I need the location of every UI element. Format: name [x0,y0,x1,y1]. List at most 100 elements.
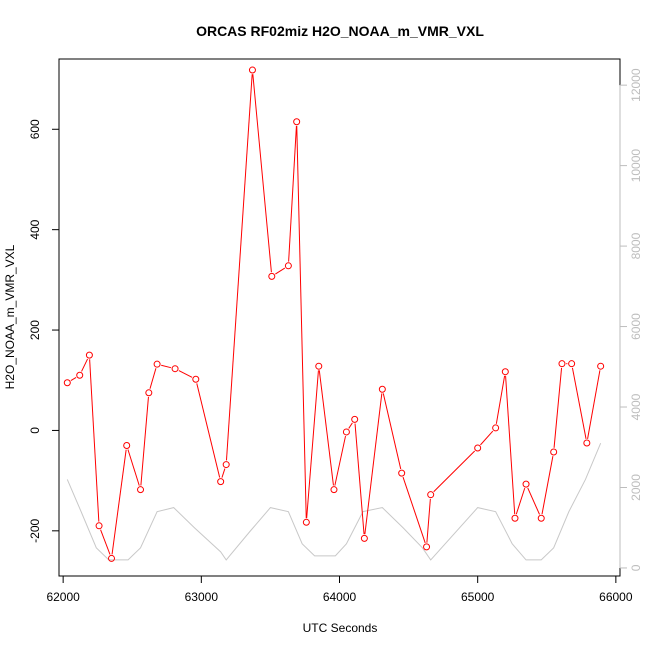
series-segment-left [587,370,601,439]
y-axis-right: 0 2000 4000 6000 8000 10000 12000 [619,68,643,571]
y2-tick-label: 4000 [629,393,643,420]
series-segment-left [382,393,402,470]
data-point [398,469,406,477]
x-tick-label: 64000 [323,590,357,604]
y2-tick-label: 10000 [629,149,643,183]
x-axis: 62000 63000 64000 65000 66000 [46,575,633,604]
series-segment-left [571,367,587,439]
y2-tick-label: 2000 [629,474,643,501]
data-point [123,441,131,449]
series-segment-left [149,368,157,389]
series-segment-left [140,396,149,486]
series-segment-left [553,367,563,448]
series-segment-left [221,468,226,478]
x-tick-label: 63000 [185,590,219,604]
y2-tick-label: 12000 [629,68,643,102]
series-segment-left [334,435,347,486]
data-point [95,522,103,530]
series-segment-left [70,376,77,382]
data-point [76,371,84,379]
data-point [302,518,310,526]
series-segment-left [505,375,516,515]
data-point [315,362,323,370]
data-point [217,478,225,486]
data-point [360,534,368,542]
data-point [284,262,292,270]
data-point [222,461,230,469]
y-tick-label: 200 [28,320,42,340]
series-line-right [66,443,602,561]
series-segment-left [127,449,140,486]
data-point [63,379,71,387]
series-segment-left [288,125,297,262]
x-axis-label: UTC Seconds [303,621,378,635]
series-segment-left [364,393,383,535]
y2-tick-label: 0 [629,564,643,571]
data-point [153,360,161,368]
chart-title: ORCAS RF02miz H2O_NOAA_m_VMR_VXL [196,23,484,39]
series-segment-left [541,456,554,515]
series-segment-left [318,370,334,486]
series-segment-left [527,487,540,515]
data-point [597,362,605,370]
data-point [568,360,576,368]
series-segment-left [495,375,506,424]
data-point [171,365,179,373]
series-segment-left [111,449,127,555]
data-point [351,415,359,423]
series-segment-left [354,423,365,535]
x-tick-label: 65000 [461,590,495,604]
data-point [537,514,545,522]
data-point [378,385,386,393]
data-point [137,486,145,494]
series-segment-left [225,74,253,461]
series-segment-left [306,370,319,519]
series-segment-left [252,74,272,273]
data-point [342,428,350,436]
data-point [423,543,431,551]
y-tick-label: 0 [28,427,42,434]
data-point [293,118,301,126]
data-point [192,375,200,383]
data-point [583,439,591,447]
y-tick-label: 600 [28,119,42,139]
series-segment-left [178,370,193,378]
series-right [66,443,602,561]
data-point [85,351,93,359]
series-segment-left [296,125,307,519]
data-point [501,368,509,376]
data-point [248,66,256,74]
x-tick-label: 66000 [599,590,633,604]
series-segment-left [402,476,426,544]
data-point [558,360,566,368]
data-point [268,272,276,280]
y-tick-label: -200 [28,518,42,542]
series-segment-left [426,498,431,543]
data-point [145,389,153,397]
y-tick-label: 400 [28,219,42,239]
x-tick-label: 62000 [46,590,80,604]
data-point [427,491,435,499]
plot-area [58,58,621,577]
series-segment-left [161,364,172,369]
series-segment-left [81,358,89,372]
series-segment-left [348,422,353,429]
series-segment-left [515,487,526,515]
series-segment-left [433,450,476,493]
y2-tick-label: 6000 [629,313,643,340]
series-segment-left [275,267,286,275]
data-point [511,514,519,522]
y2-tick-label: 8000 [629,232,643,259]
data-point [492,424,500,432]
series-segment-left [480,430,494,446]
y-axis-label: H2O_NOAA_m_VMR_VXL [3,244,17,389]
data-point [522,480,530,488]
data-point [474,444,482,452]
series-segment-left [196,383,221,478]
data-point [330,486,338,494]
data-point [550,448,558,456]
series-segment-left [89,359,100,522]
y-axis-left: -200 0 200 400 600 [28,119,60,543]
series-segment-left [100,529,111,555]
